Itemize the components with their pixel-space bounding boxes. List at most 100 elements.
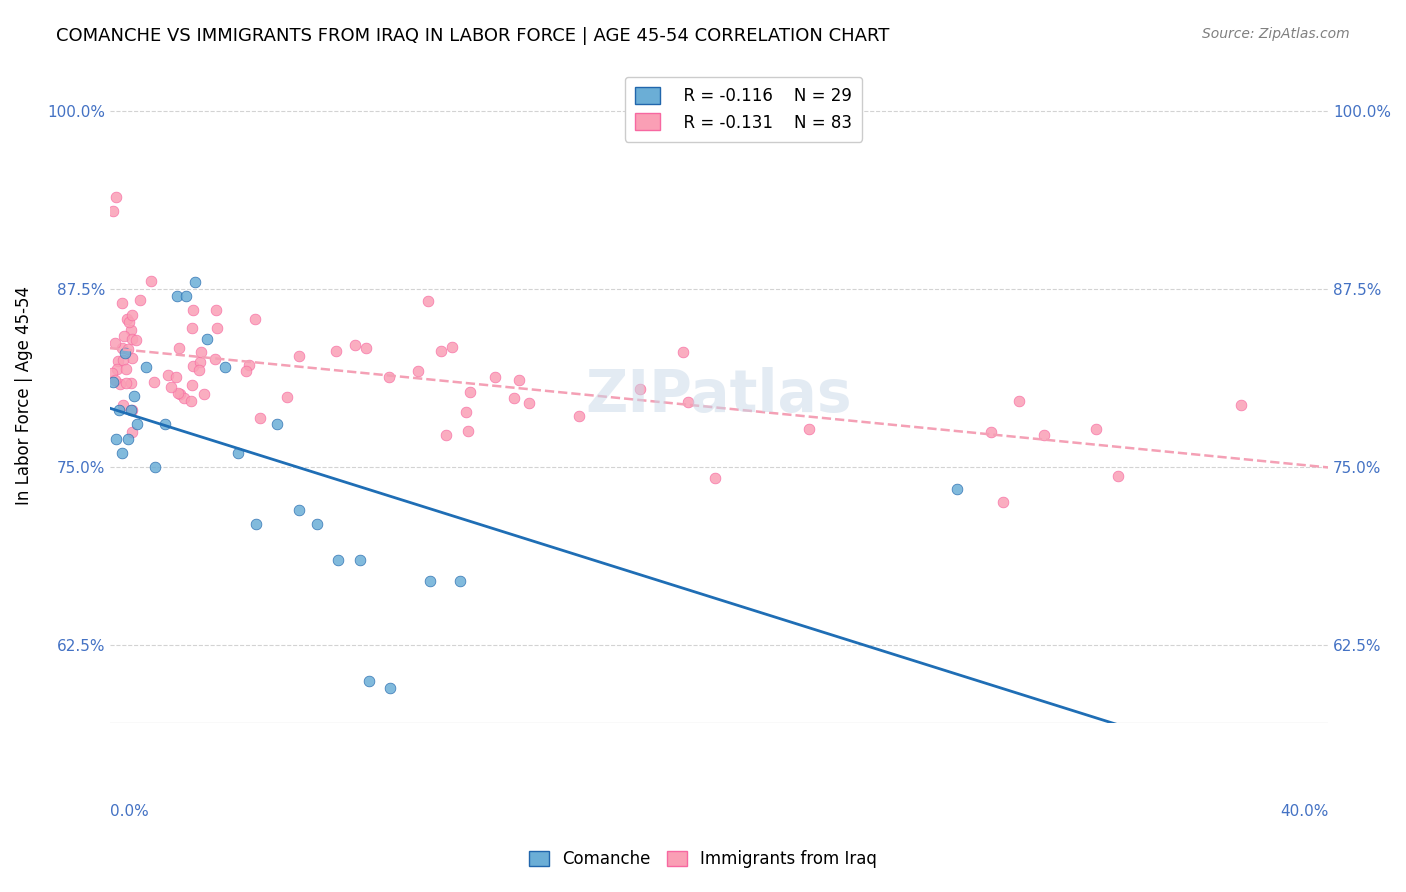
Point xyxy=(101,203,124,218)
Point xyxy=(378,370,401,384)
Point xyxy=(181,321,204,335)
Point xyxy=(703,471,725,485)
Point xyxy=(181,303,204,318)
Point xyxy=(1033,428,1056,442)
Point xyxy=(111,353,134,368)
Point xyxy=(100,366,122,380)
Point xyxy=(112,329,135,343)
Point xyxy=(181,359,204,373)
Point xyxy=(325,343,347,358)
Text: 40.0%: 40.0% xyxy=(1279,804,1329,819)
Point xyxy=(111,341,134,355)
Point xyxy=(115,311,138,326)
Point xyxy=(508,373,530,387)
Point xyxy=(406,364,429,378)
Point xyxy=(169,387,191,401)
Point xyxy=(190,354,212,368)
Point xyxy=(245,517,267,532)
Point xyxy=(457,424,479,438)
Point xyxy=(108,403,131,417)
Point xyxy=(799,422,821,436)
Point xyxy=(135,360,157,375)
Point xyxy=(226,446,249,460)
Point xyxy=(173,391,195,405)
Legend:   R = -0.116    N = 29,   R = -0.131    N = 83: R = -0.116 N = 29, R = -0.131 N = 83 xyxy=(624,77,862,142)
Text: COMANCHE VS IMMIGRANTS FROM IRAQ IN LABOR FORCE | AGE 45-54 CORRELATION CHART: COMANCHE VS IMMIGRANTS FROM IRAQ IN LABO… xyxy=(56,27,890,45)
Point xyxy=(434,428,457,442)
Point xyxy=(502,391,524,405)
Point xyxy=(484,370,506,384)
Point xyxy=(193,386,215,401)
Point xyxy=(454,405,477,419)
Point xyxy=(449,574,471,588)
Point xyxy=(343,338,366,352)
Point xyxy=(165,370,187,384)
Point xyxy=(517,396,540,410)
Point xyxy=(108,377,131,392)
Point xyxy=(141,274,163,288)
Point xyxy=(1008,394,1031,409)
Point xyxy=(121,308,143,322)
Point xyxy=(238,358,260,372)
Point xyxy=(357,673,380,688)
Point xyxy=(121,403,143,417)
Text: ZIPatlas: ZIPatlas xyxy=(586,368,852,425)
Point xyxy=(124,333,146,347)
Point xyxy=(305,517,328,532)
Point xyxy=(441,340,464,354)
Point xyxy=(676,394,699,409)
Point xyxy=(249,410,271,425)
Point xyxy=(153,417,176,432)
Point xyxy=(120,324,142,338)
Text: 0.0%: 0.0% xyxy=(110,804,149,819)
Point xyxy=(115,376,138,391)
Point xyxy=(112,398,135,412)
Point xyxy=(157,368,180,383)
Point xyxy=(104,432,127,446)
Point xyxy=(111,296,134,310)
Point xyxy=(105,362,128,376)
Point xyxy=(991,495,1014,509)
Point xyxy=(1230,398,1253,412)
Point xyxy=(328,552,350,566)
Point xyxy=(184,275,207,289)
Point xyxy=(118,315,141,329)
Point xyxy=(214,360,236,375)
Point xyxy=(419,574,441,588)
Point xyxy=(181,377,204,392)
Legend: Comanche, Immigrants from Iraq: Comanche, Immigrants from Iraq xyxy=(522,844,884,875)
Point xyxy=(349,552,371,566)
Point xyxy=(174,289,197,303)
Point xyxy=(195,332,218,346)
Point xyxy=(121,332,143,346)
Point xyxy=(288,349,311,363)
Point xyxy=(115,361,138,376)
Point xyxy=(429,343,451,358)
Point xyxy=(190,344,212,359)
Point xyxy=(205,320,228,334)
Text: Source: ZipAtlas.com: Source: ZipAtlas.com xyxy=(1202,27,1350,41)
Point xyxy=(120,403,142,417)
Point xyxy=(143,375,166,389)
Point xyxy=(276,390,298,404)
Y-axis label: In Labor Force | Age 45-54: In Labor Force | Age 45-54 xyxy=(15,286,32,506)
Point xyxy=(245,312,267,326)
Point xyxy=(104,189,127,203)
Point xyxy=(980,425,1002,440)
Point xyxy=(672,345,695,359)
Point xyxy=(287,503,309,517)
Point xyxy=(1085,422,1108,436)
Point xyxy=(114,346,136,360)
Point xyxy=(117,432,139,446)
Point xyxy=(188,363,211,377)
Point xyxy=(121,351,143,365)
Point xyxy=(945,482,967,496)
Point xyxy=(628,383,651,397)
Point xyxy=(104,373,127,387)
Point xyxy=(127,417,149,432)
Point xyxy=(117,342,139,356)
Point xyxy=(120,376,142,391)
Point xyxy=(1107,469,1129,483)
Point xyxy=(416,294,439,309)
Point xyxy=(107,353,129,368)
